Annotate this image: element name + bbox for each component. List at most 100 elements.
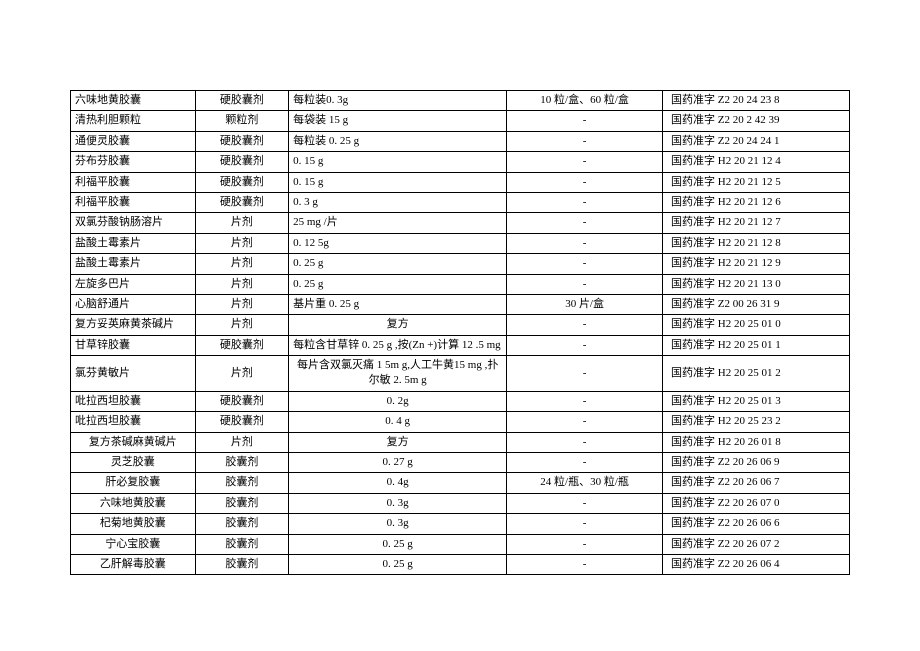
table-row: 甘草锌胶囊硬胶囊剂每粒含甘草锌 0. 25 g ,按(Zn +)计算 12 .5… (71, 335, 850, 355)
cell-pack: 10 粒/盒、60 粒/盒 (507, 91, 663, 111)
cell-approval: 国药准字 H2 20 26 01 8 (663, 432, 850, 452)
cell-spec: 0. 27 g (289, 453, 507, 473)
cell-spec: 每粒装0. 3g (289, 91, 507, 111)
cell-spec: 0. 3 g (289, 192, 507, 212)
cell-spec: 0. 25 g (289, 534, 507, 554)
table-row: 盐酸土霉素片片剂0. 25 g-国药准字 H2 20 21 12 9 (71, 254, 850, 274)
table-row: 芬布芬胶囊硬胶囊剂0. 15 g-国药准字 H2 20 21 12 4 (71, 152, 850, 172)
table-row: 双氯芬酸钠肠溶片片剂25 mg /片-国药准字 H2 20 21 12 7 (71, 213, 850, 233)
cell-approval: 国药准字 H2 20 25 01 0 (663, 315, 850, 335)
cell-pack: - (507, 514, 663, 534)
cell-spec: 每粒含甘草锌 0. 25 g ,按(Zn +)计算 12 .5 mg (289, 335, 507, 355)
cell-form: 片剂 (195, 254, 288, 274)
cell-form: 硬胶囊剂 (195, 131, 288, 151)
cell-name: 复方茶碱麻黄碱片 (71, 432, 196, 452)
cell-form: 硬胶囊剂 (195, 391, 288, 411)
cell-form: 胶囊剂 (195, 453, 288, 473)
cell-spec: 0. 3g (289, 493, 507, 513)
cell-name: 乙肝解毒胶囊 (71, 554, 196, 574)
cell-form: 硬胶囊剂 (195, 172, 288, 192)
cell-pack: - (507, 111, 663, 131)
table-row: 利福平胶囊硬胶囊剂0. 3 g-国药准字 H2 20 21 12 6 (71, 192, 850, 212)
cell-spec: 0. 15 g (289, 152, 507, 172)
cell-spec: 0. 4 g (289, 412, 507, 432)
cell-form: 片剂 (195, 274, 288, 294)
table-row: 吡拉西坦胶囊硬胶囊剂0. 4 g-国药准字 H2 20 25 23 2 (71, 412, 850, 432)
cell-form: 片剂 (195, 213, 288, 233)
cell-pack: - (507, 412, 663, 432)
cell-name: 左旋多巴片 (71, 274, 196, 294)
cell-spec: 每袋装 15 g (289, 111, 507, 131)
cell-approval: 国药准字 H2 20 21 13 0 (663, 274, 850, 294)
cell-name: 吡拉西坦胶囊 (71, 412, 196, 432)
cell-name: 心脑舒通片 (71, 294, 196, 314)
cell-pack: - (507, 233, 663, 253)
cell-name: 六味地黄胶囊 (71, 493, 196, 513)
cell-form: 硬胶囊剂 (195, 152, 288, 172)
cell-name: 灵芝胶囊 (71, 453, 196, 473)
cell-approval: 国药准字 H2 20 21 12 8 (663, 233, 850, 253)
cell-approval: 国药准字 Z2 20 26 07 2 (663, 534, 850, 554)
cell-name: 复方妥英麻黄茶碱片 (71, 315, 196, 335)
table-row: 肝必复胶囊胶囊剂0. 4g24 粒/瓶、30 粒/瓶国药准字 Z2 20 26 … (71, 473, 850, 493)
cell-form: 片剂 (195, 315, 288, 335)
cell-approval: 国药准字 Z2 20 24 23 8 (663, 91, 850, 111)
cell-spec: 0. 4g (289, 473, 507, 493)
table-row: 清热利胆颗粒颗粒剂每袋装 15 g-国药准字 Z2 20 2 42 39 (71, 111, 850, 131)
cell-name: 利福平胶囊 (71, 192, 196, 212)
cell-spec: 每片含双氯灭痛 1 5m g,人工牛黄15 mg ,扑尔敏 2. 5m g (289, 356, 507, 392)
cell-name: 利福平胶囊 (71, 172, 196, 192)
table-row: 通便灵胶囊硬胶囊剂每粒装 0. 25 g-国药准字 Z2 20 24 24 1 (71, 131, 850, 151)
cell-form: 胶囊剂 (195, 534, 288, 554)
table-row: 利福平胶囊硬胶囊剂0. 15 g-国药准字 H2 20 21 12 5 (71, 172, 850, 192)
cell-approval: 国药准字 H2 20 21 12 6 (663, 192, 850, 212)
cell-form: 胶囊剂 (195, 493, 288, 513)
cell-form: 硬胶囊剂 (195, 91, 288, 111)
cell-name: 六味地黄胶囊 (71, 91, 196, 111)
cell-spec: 每粒装 0. 25 g (289, 131, 507, 151)
cell-name: 双氯芬酸钠肠溶片 (71, 213, 196, 233)
cell-spec: 0. 12 5g (289, 233, 507, 253)
table-row: 左旋多巴片片剂0. 25 g-国药准字 H2 20 21 13 0 (71, 274, 850, 294)
cell-pack: - (507, 213, 663, 233)
table-row: 六味地黄胶囊硬胶囊剂每粒装0. 3g10 粒/盒、60 粒/盒国药准字 Z2 2… (71, 91, 850, 111)
cell-approval: 国药准字 Z2 00 26 31 9 (663, 294, 850, 314)
cell-name: 清热利胆颗粒 (71, 111, 196, 131)
cell-approval: 国药准字 Z2 20 24 24 1 (663, 131, 850, 151)
cell-pack: - (507, 335, 663, 355)
cell-approval: 国药准字 H2 20 25 23 2 (663, 412, 850, 432)
cell-pack: - (507, 554, 663, 574)
cell-name: 吡拉西坦胶囊 (71, 391, 196, 411)
cell-form: 胶囊剂 (195, 514, 288, 534)
cell-approval: 国药准字 H2 20 21 12 7 (663, 213, 850, 233)
cell-pack: - (507, 172, 663, 192)
table-row: 杞菊地黄胶囊胶囊剂0. 3g-国药准字 Z2 20 26 06 6 (71, 514, 850, 534)
cell-pack: - (507, 152, 663, 172)
cell-approval: 国药准字 Z2 20 26 06 6 (663, 514, 850, 534)
cell-pack: - (507, 315, 663, 335)
cell-form: 片剂 (195, 432, 288, 452)
table-row: 氯芬黄敏片片剂每片含双氯灭痛 1 5m g,人工牛黄15 mg ,扑尔敏 2. … (71, 356, 850, 392)
cell-approval: 国药准字 Z2 20 26 06 4 (663, 554, 850, 574)
cell-spec: 25 mg /片 (289, 213, 507, 233)
cell-spec: 0. 15 g (289, 172, 507, 192)
cell-pack: - (507, 453, 663, 473)
cell-approval: 国药准字 H2 20 25 01 1 (663, 335, 850, 355)
cell-approval: 国药准字 H2 20 21 12 4 (663, 152, 850, 172)
cell-approval: 国药准字 Z2 20 2 42 39 (663, 111, 850, 131)
cell-spec: 基片重 0. 25 g (289, 294, 507, 314)
cell-approval: 国药准字 H2 20 21 12 9 (663, 254, 850, 274)
table-row: 灵芝胶囊胶囊剂0. 27 g-国药准字 Z2 20 26 06 9 (71, 453, 850, 473)
cell-spec: 0. 25 g (289, 254, 507, 274)
cell-approval: 国药准字 H2 20 25 01 2 (663, 356, 850, 392)
cell-spec: 0. 25 g (289, 554, 507, 574)
cell-pack: - (507, 254, 663, 274)
cell-approval: 国药准字 Z2 20 26 06 9 (663, 453, 850, 473)
table-row: 吡拉西坦胶囊硬胶囊剂0. 2g-国药准字 H2 20 25 01 3 (71, 391, 850, 411)
cell-pack: - (507, 432, 663, 452)
cell-pack: - (507, 274, 663, 294)
cell-form: 硬胶囊剂 (195, 412, 288, 432)
cell-form: 硬胶囊剂 (195, 335, 288, 355)
cell-pack: - (507, 391, 663, 411)
cell-form: 颗粒剂 (195, 111, 288, 131)
